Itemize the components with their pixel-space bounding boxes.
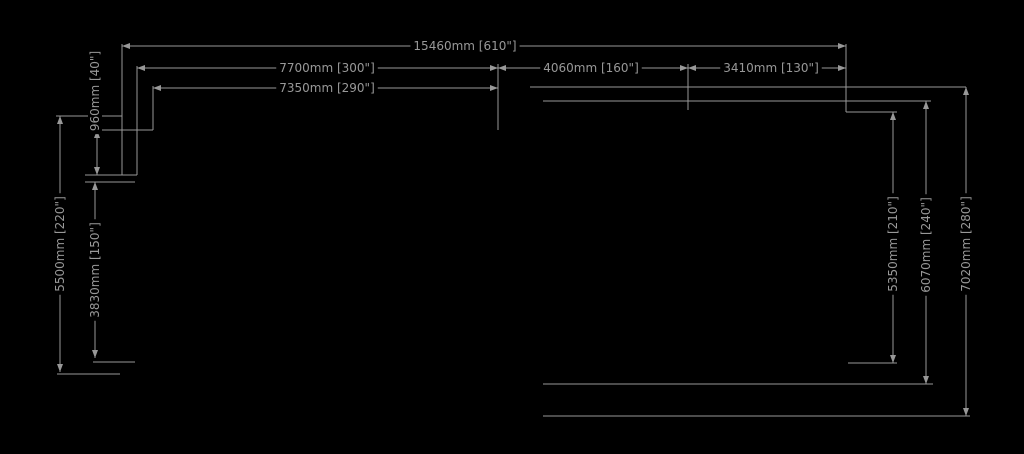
- label-backdrop: [959, 193, 973, 295]
- arrowhead-icon: [153, 85, 161, 91]
- arrowhead-icon: [92, 182, 98, 190]
- dimension-label: 4060mm [160"]: [543, 61, 639, 75]
- label-backdrop: [886, 193, 900, 295]
- dimension-label: 3830mm [150"]: [88, 222, 102, 318]
- arrowhead-icon: [57, 364, 63, 372]
- arrowhead-icon: [498, 65, 506, 71]
- dimension-label: 7020mm [280"]: [959, 196, 973, 292]
- dimension-label: 7700mm [300"]: [279, 61, 375, 75]
- arrowhead-icon: [122, 43, 130, 49]
- arrowhead-icon: [890, 112, 896, 120]
- arrowhead-icon: [57, 116, 63, 124]
- label-backdrop: [276, 61, 378, 75]
- label-backdrop: [53, 193, 67, 295]
- dimension-label: 6070mm [240"]: [919, 197, 933, 293]
- dimension-label: 960mm [40"]: [88, 51, 102, 131]
- dimension-label: 5500mm [220"]: [53, 196, 67, 292]
- label-backdrop: [276, 81, 378, 95]
- dimension-label: 15460mm [610"]: [413, 39, 516, 53]
- arrowhead-icon: [838, 43, 846, 49]
- arrowhead-icon: [490, 65, 498, 71]
- label-backdrop: [410, 39, 520, 53]
- arrowhead-icon: [92, 350, 98, 358]
- dimension-label: 3410mm [130"]: [723, 61, 819, 75]
- label-backdrop: [919, 194, 933, 296]
- arrowhead-icon: [838, 65, 846, 71]
- label-backdrop: [88, 47, 102, 135]
- arrowhead-icon: [94, 167, 100, 175]
- arrowhead-icon: [963, 408, 969, 416]
- label-backdrop: [720, 61, 822, 75]
- arrowhead-icon: [890, 355, 896, 363]
- label-backdrop: [540, 61, 642, 75]
- arrowhead-icon: [963, 87, 969, 95]
- arrowhead-icon: [137, 65, 145, 71]
- label-backdrop: [88, 219, 102, 321]
- arrowhead-icon: [688, 65, 696, 71]
- arrowhead-icon: [923, 101, 929, 109]
- arrowhead-icon: [680, 65, 688, 71]
- arrowhead-icon: [490, 85, 498, 91]
- dimension-label: 7350mm [290"]: [279, 81, 375, 95]
- arrowhead-icon: [923, 376, 929, 384]
- dimension-label: 5350mm [210"]: [886, 196, 900, 292]
